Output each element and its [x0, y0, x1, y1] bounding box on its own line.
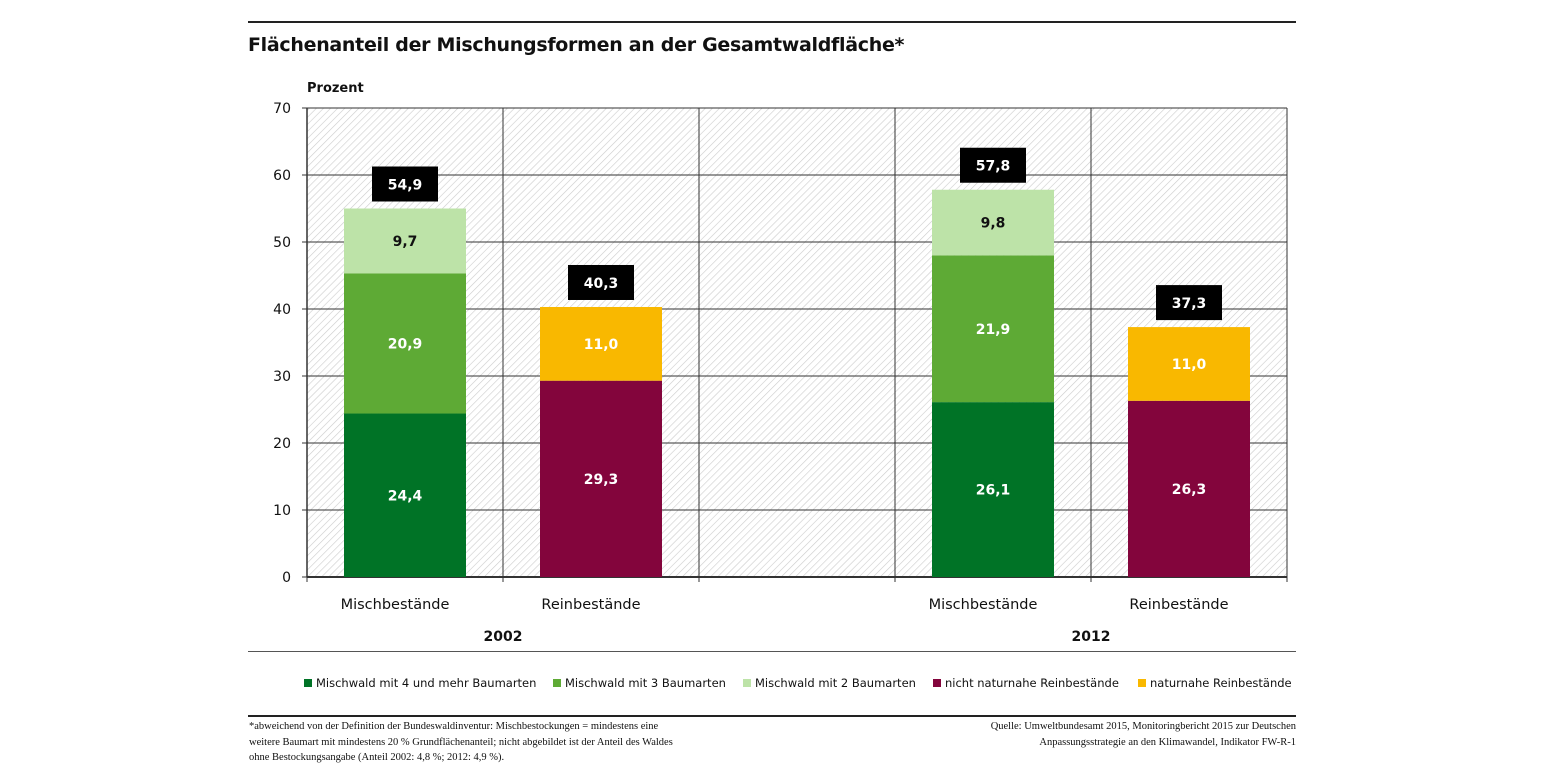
data-label: 29,3: [584, 472, 619, 488]
y-tick-label: 60: [273, 168, 291, 184]
y-tick-label: 40: [273, 302, 291, 318]
data-label: 20,9: [388, 337, 423, 353]
y-tick-label: 70: [273, 101, 291, 117]
footnote-line: *abweichend von der Definition der Bunde…: [249, 721, 659, 732]
bar-segment: [1128, 327, 1250, 401]
legend-label: Mischwald mit 3 Baumarten: [565, 676, 726, 690]
data-label: 24,4: [388, 488, 423, 504]
bar-segment: [932, 255, 1054, 403]
y-tick-label: 30: [273, 369, 291, 385]
source: Quelle: Umweltbundesamt 2015, Monitoring…: [991, 719, 1296, 750]
total-box: [568, 264, 634, 300]
bar-segment: [540, 380, 662, 577]
category-label: Mischbestände: [929, 597, 1038, 613]
legend-swatch: [933, 679, 941, 687]
data-label: 9,7: [393, 234, 418, 250]
chart-title: Flächenanteil der Mischungsformen an der…: [248, 34, 905, 56]
bar-segment: [1128, 400, 1250, 577]
footnote-line: weitere Baumart mit mindestens 20 % Grun…: [249, 736, 673, 748]
legend-item: Mischwald mit 4 und mehr Baumarten: [304, 676, 536, 690]
category-label: Reinbestände: [1129, 597, 1228, 613]
data-label: 11,0: [1172, 357, 1207, 373]
legend-label: Mischwald mit 4 und mehr Baumarten: [316, 676, 537, 690]
top-rule: [248, 21, 1296, 23]
bar-chart: 0 10 20 30 40 50 60 70 Prozent 24,4 20,9 9,7 54,9 Mis…: [273, 81, 1288, 645]
total-box: [1156, 285, 1222, 321]
legend-label: nicht naturnahe Reinbestände: [945, 676, 1119, 690]
bar-segment: [344, 413, 466, 577]
footnote: *abweichend von der Definition der Bunde…: [249, 719, 673, 766]
legend-swatch: [553, 679, 561, 687]
legend-rule: [248, 651, 1296, 652]
data-label: 26,3: [1172, 482, 1207, 498]
bar-segment: [344, 273, 466, 414]
bar-segment: [344, 208, 466, 274]
legend-label: Mischwald mit 2 Baumarten: [755, 676, 916, 690]
legend-item: naturnahe Reinbestände: [1138, 676, 1292, 690]
footnote-line: ohne Bestockungsangabe (Anteil 2002: 4,8…: [249, 752, 505, 763]
bar-segment: [932, 189, 1054, 256]
total-label: 57,8: [976, 159, 1011, 175]
total-box: [960, 147, 1026, 183]
y-tick-label: 0: [282, 570, 291, 586]
source-line: Anpassungsstrategie an den Klimawandel, …: [1039, 736, 1296, 748]
total-label: 40,3: [584, 276, 619, 292]
y-tick-label: 10: [273, 503, 291, 519]
bar-segment: [932, 402, 1054, 577]
category-label: Reinbestände: [541, 597, 640, 613]
y-axis-label: Prozent: [307, 81, 364, 96]
group-label: 2012: [1072, 629, 1111, 645]
total-label: 54,9: [388, 178, 423, 194]
data-label: 9,8: [981, 216, 1006, 232]
footer-rule: [248, 715, 1296, 717]
data-label: 26,1: [976, 483, 1011, 499]
source-line: Quelle: Umweltbundesamt 2015, Monitoring…: [990, 721, 1296, 732]
y-tick-label: 20: [273, 436, 291, 452]
legend-swatch: [1138, 679, 1146, 687]
legend-item: Mischwald mit 2 Baumarten: [743, 676, 916, 690]
total-label: 37,3: [1172, 296, 1207, 312]
plot-background: [307, 108, 1287, 577]
group-label: 2002: [484, 629, 523, 645]
legend-label: naturnahe Reinbestände: [1150, 676, 1292, 690]
total-box: [372, 166, 438, 202]
legend-swatch: [743, 679, 751, 687]
data-label: 11,0: [584, 337, 619, 353]
legend-item: nicht naturnahe Reinbestände: [933, 676, 1119, 690]
category-label: Mischbestände: [341, 597, 450, 613]
legend-item: Mischwald mit 3 Baumarten: [553, 676, 726, 690]
bar-segment: [540, 306, 662, 381]
legend-swatch: [304, 679, 312, 687]
data-label: 21,9: [976, 322, 1011, 338]
y-tick-label: 50: [273, 235, 291, 251]
